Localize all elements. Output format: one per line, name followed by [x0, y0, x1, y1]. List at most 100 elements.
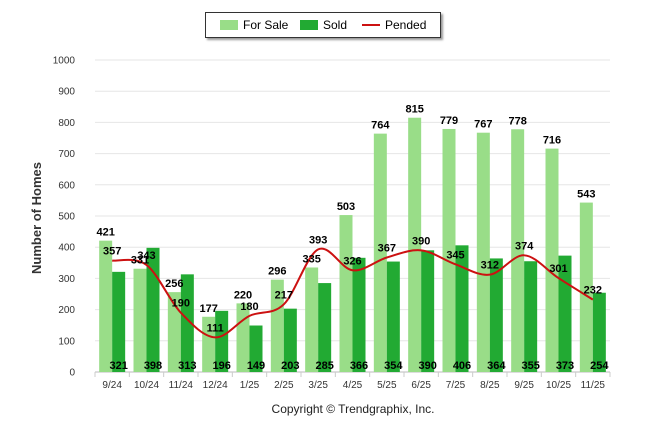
- bar-sold: [592, 292, 606, 372]
- data-label-pended: 217: [275, 289, 293, 301]
- data-labels: 4213573213313433982561903131771111962201…: [96, 104, 609, 372]
- data-label-pended: 111: [207, 322, 224, 334]
- data-label-for-sale: 503: [337, 201, 355, 213]
- data-label-for-sale: 256: [165, 278, 183, 290]
- legend-item-for-sale[interactable]: For Sale: [220, 13, 288, 37]
- bar-sold: [421, 250, 435, 372]
- bar-for-sale: [442, 128, 456, 372]
- y-tick-label: 0: [69, 368, 75, 379]
- legend-label-sold: Sold: [323, 18, 348, 32]
- bar-for-sale: [133, 268, 147, 372]
- data-label-for-sale: 177: [199, 303, 217, 315]
- bar-for-sale: [511, 129, 525, 372]
- data-label-sold: 390: [418, 360, 436, 372]
- y-axis-label: Number of Homes: [29, 162, 44, 274]
- y-tick-label: 1000: [53, 56, 76, 67]
- legend-item-pended[interactable]: Pended: [362, 13, 426, 37]
- pended-line: [112, 247, 594, 339]
- series-sold: [112, 245, 606, 372]
- data-label-pended: 345: [446, 249, 464, 261]
- data-label-pended: 343: [137, 250, 155, 262]
- bar-for-sale: [202, 316, 216, 372]
- bar-for-sale: [167, 292, 181, 372]
- bar-for-sale: [373, 133, 387, 372]
- bar-for-sale: [339, 215, 353, 372]
- bar-sold: [215, 310, 229, 372]
- data-label-pended: 393: [309, 234, 327, 246]
- legend-label-pended: Pended: [385, 18, 427, 32]
- y-tick-label: 300: [58, 274, 75, 285]
- bar-for-sale: [305, 267, 319, 372]
- x-tick-label: 5/25: [377, 380, 397, 391]
- data-label-sold: 285: [315, 360, 333, 372]
- bar-sold: [249, 325, 263, 372]
- data-label-for-sale: 778: [508, 115, 526, 127]
- data-label-for-sale: 421: [96, 227, 114, 239]
- data-label-pended: 232: [584, 285, 602, 297]
- x-axis-ticks: 9/24 10/24 11/24 12/24 1/25 2/25 3/25 4/25 5/25 6…: [94, 372, 611, 391]
- bar-sold: [352, 257, 366, 372]
- data-label-sold: 364: [487, 360, 506, 372]
- data-label-sold: 321: [109, 360, 127, 372]
- x-tick-label: 2/25: [274, 380, 294, 391]
- bar-for-sale: [99, 240, 113, 372]
- x-tick-label: 7/25: [446, 380, 466, 391]
- data-label-sold: 373: [556, 360, 574, 372]
- series-for-sale: [99, 117, 593, 372]
- data-label-for-sale: 543: [577, 189, 595, 201]
- x-tick-label: 12/24: [203, 380, 228, 391]
- data-label-for-sale: 335: [302, 253, 320, 265]
- y-tick-label: 100: [58, 336, 75, 347]
- x-tick-label: 11/24: [169, 380, 194, 391]
- data-label-for-sale: 331: [131, 255, 149, 267]
- data-label-for-sale: 296: [268, 266, 286, 278]
- y-tick-label: 500: [58, 212, 75, 223]
- x-tick-label: 4/25: [343, 380, 363, 391]
- data-label-for-sale: 220: [234, 289, 252, 301]
- x-tick-label: 11/25: [581, 380, 606, 391]
- data-label-sold: 254: [590, 360, 609, 372]
- data-label-sold: 196: [212, 360, 230, 372]
- series-pended: [112, 247, 594, 339]
- y-tick-label: 400: [58, 243, 75, 254]
- data-label-pended: 312: [481, 260, 499, 272]
- copyright-text: Copyright © Trendgraphix, Inc.: [271, 402, 435, 416]
- x-tick-label: 1/25: [240, 380, 260, 391]
- data-label-pended: 357: [103, 246, 121, 258]
- data-label-for-sale: 779: [440, 115, 458, 127]
- y-tick-label: 900: [58, 87, 75, 98]
- data-label-pended: 301: [549, 263, 567, 275]
- y-tick-label: 700: [58, 149, 75, 160]
- data-label-sold: 398: [144, 360, 162, 372]
- data-label-sold: 355: [521, 360, 539, 372]
- legend: For Sale Sold Pended: [205, 12, 441, 38]
- bar-sold: [386, 261, 400, 372]
- bar-for-sale: [579, 202, 593, 372]
- y-axis-ticks: 0 100 200 300 400 500 600 700 800 900 1000: [53, 56, 76, 379]
- y-tick-label: 200: [58, 305, 75, 316]
- data-label-pended: 374: [515, 240, 534, 252]
- legend-swatch-pended: [362, 24, 380, 26]
- data-label-pended: 367: [378, 242, 396, 254]
- legend-swatch-sold: [300, 20, 318, 30]
- x-tick-label: 9/25: [514, 380, 534, 391]
- x-tick-label: 10/25: [546, 380, 571, 391]
- bar-sold: [455, 245, 469, 372]
- y-tick-label: 800: [58, 118, 75, 129]
- data-label-pended: 326: [343, 255, 361, 267]
- data-label-sold: 366: [350, 360, 368, 372]
- bar-for-sale: [270, 279, 284, 372]
- legend-swatch-for-sale: [220, 20, 238, 30]
- data-label-sold: 354: [384, 360, 403, 372]
- data-label-pended: 190: [172, 298, 190, 310]
- bar-sold: [524, 261, 538, 372]
- x-tick-label: 3/25: [308, 380, 328, 391]
- x-tick-label: 8/25: [480, 380, 500, 391]
- x-tick-label: 9/24: [102, 380, 122, 391]
- data-label-for-sale: 767: [474, 119, 492, 131]
- legend-item-sold[interactable]: Sold: [300, 13, 347, 37]
- data-label-sold: 203: [281, 360, 299, 372]
- data-label-pended: 180: [240, 301, 258, 313]
- bar-for-sale: [476, 132, 490, 372]
